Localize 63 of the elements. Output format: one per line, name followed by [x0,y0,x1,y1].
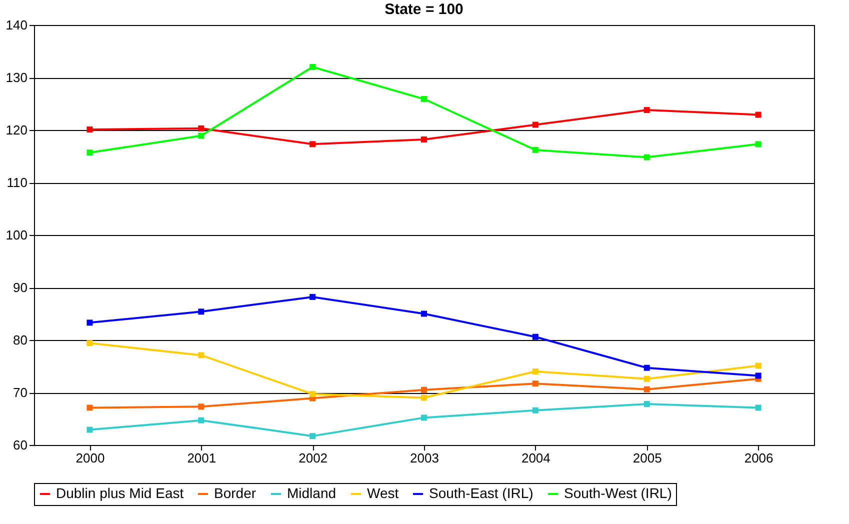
y-tick-label: 130 [6,70,28,85]
point [755,362,762,369]
point [310,433,316,440]
point [310,141,316,148]
point [755,404,762,411]
point [421,310,427,317]
x-tick-label: 2001 [187,450,216,466]
point [86,126,93,132]
y-tick-label: 60 [13,438,28,452]
x-tick-label: 2005 [632,450,662,466]
point [644,386,650,392]
y-tick-label: 70 [13,385,28,400]
x-tick-label: 2000 [76,450,105,466]
point [421,386,427,393]
point [198,404,204,410]
point [86,426,93,433]
point [198,308,204,315]
point [421,96,427,102]
x-tick-label: 2004 [521,450,550,466]
legend-label: South-East (IRL) [429,485,534,501]
legend-label: Dublin plus Mid East [56,485,184,501]
point [644,154,650,160]
legend-label: Border [214,485,256,501]
x-tick-label: 2002 [298,450,328,466]
y-tick-label: 90 [13,280,28,295]
y-tick-label: 140 [6,18,28,32]
point [421,136,427,142]
legend-label: South-West (IRL) [564,485,672,501]
point [198,417,204,424]
x-tick-label: 2003 [410,450,439,466]
point [644,364,650,371]
point [198,352,204,358]
y-tick-label: 80 [13,332,28,348]
point [532,380,538,387]
point [755,372,762,379]
point [755,141,762,148]
point [310,391,316,398]
point [644,401,650,408]
point [644,376,650,382]
legend-label: West [367,485,399,501]
point [532,146,538,153]
point [421,394,427,401]
point [86,320,93,326]
point [644,107,650,114]
point [198,132,204,139]
x-tick-label: 2006 [744,450,774,466]
point [86,340,93,346]
point [755,112,762,118]
point [532,368,538,374]
point [421,414,427,421]
point [532,407,538,414]
point [86,150,93,156]
point [310,64,316,70]
point [532,334,538,340]
legend-label: Midland [287,485,336,501]
point [532,122,538,128]
chart-title: State = 100 [384,1,464,18]
point [198,125,204,132]
point [86,404,93,411]
y-tick-label: 100 [6,228,28,242]
point [310,294,316,300]
y-tick-label: 120 [6,122,28,138]
y-tick-label: 110 [6,175,28,190]
